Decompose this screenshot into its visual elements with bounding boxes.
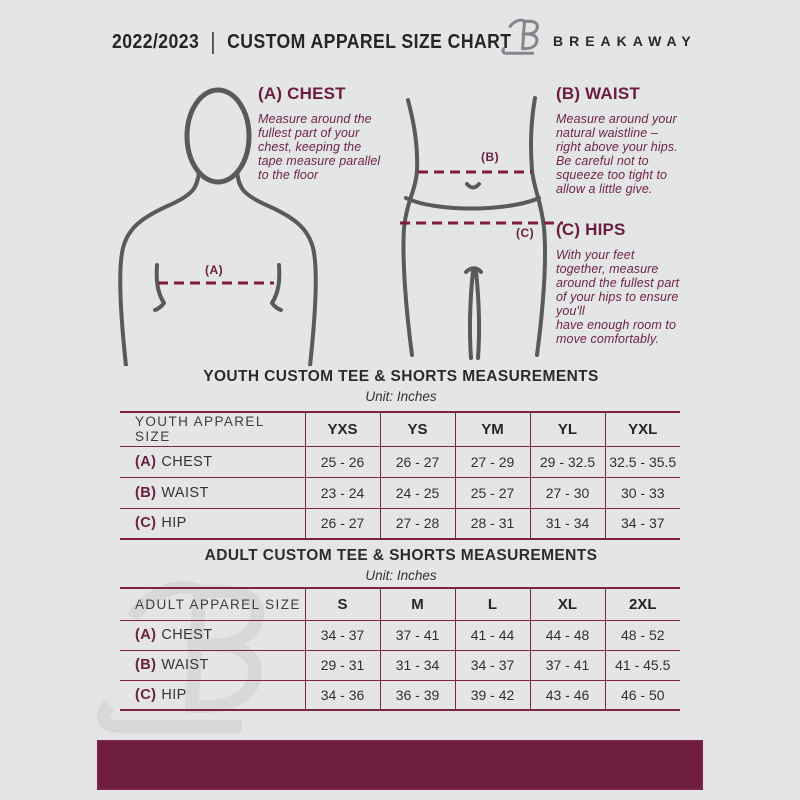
table-cell: 26 - 27	[304, 508, 380, 540]
table-cell: 39 - 42	[454, 680, 530, 711]
waist-guide-block: (B) WAIST Measure around your natural wa…	[556, 84, 726, 196]
table-cell: 27 - 28	[379, 508, 455, 540]
youth-hip-row: (C) HIP 26 - 27 27 - 28 28 - 31 31 - 34 3…	[120, 508, 680, 540]
adult-chest-row: (A) CHEST 34 - 37 37 - 41 41 - 44 44 - 48…	[120, 620, 680, 651]
youth-table-header-row: YOUTH APPAREL SIZE YXS YS YM YL YXL	[120, 412, 680, 447]
table-cell: 48 - 52	[604, 620, 680, 651]
footer-accent-bar	[97, 740, 703, 790]
adult-size-l: L	[454, 588, 530, 621]
hips-guide-heading: (C) HIPS	[556, 220, 626, 239]
table-cell: 23 - 24	[304, 477, 380, 509]
chest-guide-heading: (A) CHEST	[258, 84, 346, 103]
table-cell: 41 - 45.5	[604, 650, 680, 681]
adult-section-title: ADULT CUSTOM TEE & SHORTS MEASUREMENTS	[204, 547, 598, 564]
table-cell: 27 - 30	[529, 477, 605, 509]
youth-size-yxl: YXL	[604, 412, 680, 447]
hips-marker-label: (C)	[516, 226, 535, 240]
adult-size-table: ADULT APPAREL SIZE S M L XL 2XL (A) CHEST…	[120, 587, 680, 711]
table-cell: 25 - 27	[454, 477, 530, 509]
waist-guide-heading: (B) WAIST	[556, 84, 640, 103]
table-cell: 24 - 25	[379, 477, 455, 509]
adult-table-header-cell: ADULT APPAREL SIZE	[120, 588, 305, 621]
table-cell: 34 - 37	[454, 650, 530, 681]
row-label: (A) CHEST	[120, 620, 305, 651]
row-label: (B) WAIST	[120, 650, 305, 681]
row-label: (C) HIP	[120, 508, 305, 540]
youth-chest-row: (A) CHEST 25 - 26 26 - 27 27 - 29 29 - 32…	[120, 446, 680, 478]
youth-section-unit: Unit: Inches	[365, 389, 437, 404]
chart-title: CUSTOM APPAREL SIZE CHART	[227, 29, 512, 53]
hips-guide-block: (C) HIPS With your feet together, measur…	[556, 220, 731, 346]
chest-guide-description: Measure around the fullest part of your …	[258, 112, 381, 182]
adult-section-unit: Unit: Inches	[365, 568, 437, 583]
chest-guide-block: (A) CHEST Measure around the fullest par…	[258, 84, 443, 182]
season-label: 2022/2023	[112, 29, 200, 53]
waist-guide-description: Measure around your natural waistline – …	[556, 112, 678, 196]
table-cell: 46 - 50	[604, 680, 680, 711]
adult-size-s: S	[304, 588, 380, 621]
adult-waist-row: (B) WAIST 29 - 31 31 - 34 34 - 37 37 - 41…	[120, 650, 680, 681]
adult-size-m: M	[379, 588, 455, 621]
table-cell: 34 - 37	[304, 620, 380, 651]
table-cell: 41 - 44	[454, 620, 530, 651]
waist-marker-label: (B)	[481, 150, 500, 164]
youth-size-yl: YL	[529, 412, 605, 447]
youth-section-title: YOUTH CUSTOM TEE & SHORTS MEASUREMENTS	[203, 368, 599, 385]
table-cell: 29 - 32.5	[529, 446, 605, 478]
row-label: (C) HIP	[120, 680, 305, 711]
youth-size-table: YOUTH APPAREL SIZE YXS YS YM YL YXL (A) C…	[120, 411, 680, 540]
table-cell: 36 - 39	[379, 680, 455, 711]
table-cell: 26 - 27	[379, 446, 455, 478]
table-cell: 25 - 26	[304, 446, 380, 478]
row-label: (B) WAIST	[120, 477, 305, 509]
waist-hips-figure-illustration	[400, 96, 563, 360]
hips-guide-description: With your feet together, measure around …	[556, 248, 680, 346]
table-cell: 31 - 34	[529, 508, 605, 540]
youth-size-ym: YM	[454, 412, 530, 447]
table-cell: 30 - 33	[604, 477, 680, 509]
table-cell: 32.5 - 35.5	[604, 446, 680, 478]
table-cell: 34 - 36	[304, 680, 380, 711]
table-cell: 34 - 37	[604, 508, 680, 540]
table-cell: 31 - 34	[379, 650, 455, 681]
chest-marker-label: (A)	[205, 263, 224, 277]
table-cell: 29 - 31	[304, 650, 380, 681]
adult-section-header: ADULT CUSTOM TEE & SHORTS MEASUREMENTS U…	[85, 547, 717, 583]
table-cell: 27 - 29	[454, 446, 530, 478]
youth-size-yxs: YXS	[304, 412, 380, 447]
table-cell: 44 - 48	[529, 620, 605, 651]
table-cell: 37 - 41	[379, 620, 455, 651]
table-cell: 43 - 46	[529, 680, 605, 711]
adult-hip-row: (C) HIP 34 - 36 36 - 39 39 - 42 43 - 46 4…	[120, 680, 680, 711]
chest-figure-illustration	[118, 87, 318, 366]
adult-size-xl: XL	[529, 588, 605, 621]
table-cell: 37 - 41	[529, 650, 605, 681]
row-label: (A) CHEST	[120, 446, 305, 478]
page-title: 2022/2023 | CUSTOM APPAREL SIZE CHART	[112, 28, 512, 55]
adult-table-header-row: ADULT APPAREL SIZE S M L XL 2XL	[120, 588, 680, 621]
table-cell: 28 - 31	[454, 508, 530, 540]
brand-name: BREAKAWAY	[553, 33, 697, 49]
adult-size-2xl: 2XL	[604, 588, 680, 621]
youth-table-header-cell: YOUTH APPAREL SIZE	[120, 412, 305, 447]
youth-size-ys: YS	[379, 412, 455, 447]
youth-waist-row: (B) WAIST 23 - 24 24 - 25 25 - 27 27 - 30…	[120, 477, 680, 509]
title-divider: |	[210, 28, 216, 54]
breakaway-b-logo-icon	[501, 18, 539, 55]
youth-section-header: YOUTH CUSTOM TEE & SHORTS MEASUREMENTS U…	[85, 368, 717, 404]
